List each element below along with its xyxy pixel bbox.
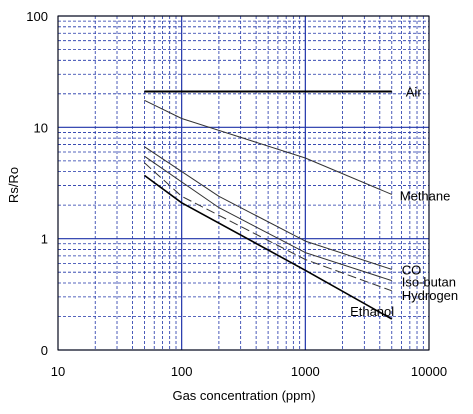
y-tick-label: 100: [26, 9, 48, 24]
series-label-ethanol: Ethanol: [350, 304, 394, 319]
series-line-hydrogen: [144, 162, 392, 292]
series-label-hydrogen: Hydrogen: [402, 288, 458, 303]
y-tick-label: 10: [34, 120, 48, 135]
series-label-air: Air: [406, 84, 423, 99]
x-tick-labels: 10 100 1000 10000: [51, 364, 447, 379]
x-tick-label: 10000: [411, 364, 447, 379]
y-tick-label: 0: [41, 343, 48, 358]
series-label-co: CO: [402, 262, 422, 277]
major-grid: [57, 15, 430, 351]
y-axis-title: Rs/Ro: [6, 167, 21, 203]
y-tick-label: 1: [41, 232, 48, 247]
series-label-iso-butan: Iso-butan: [402, 275, 456, 290]
series-label-methane: Methane: [400, 188, 451, 203]
plot-frame: [57, 15, 430, 351]
y-tick-labels: 0 1 10 100: [26, 9, 48, 358]
series-line-co: [144, 146, 392, 270]
minor-grid: [58, 16, 429, 350]
x-tick-label: 100: [171, 364, 193, 379]
series-line-methane: [144, 99, 392, 195]
x-tick-label: 1000: [291, 364, 320, 379]
series-line-iso-butan: [144, 155, 392, 282]
series-line-ethanol: [143, 174, 393, 320]
x-axis-title: Gas concentration (ppm): [172, 388, 315, 403]
x-tick-label: 10: [51, 364, 65, 379]
